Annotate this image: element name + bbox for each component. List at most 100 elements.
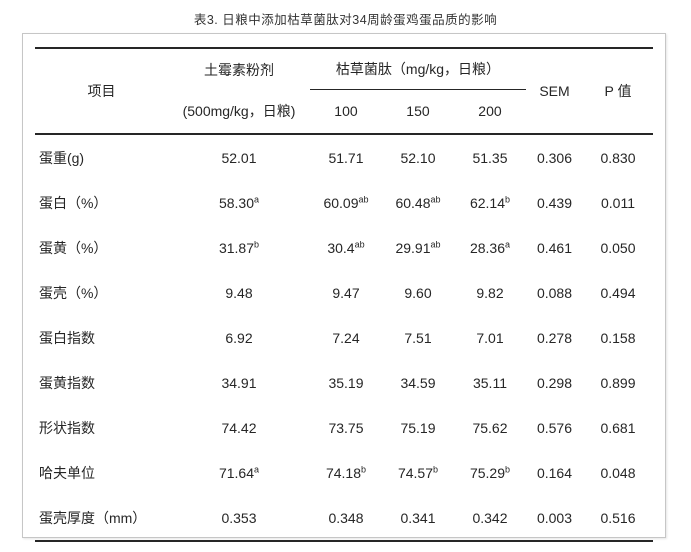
row-label: 蛋黄（%） [38,239,108,256]
cell-value: 75.62 [472,419,508,436]
significance-superscript: b [254,238,260,249]
table-cell: 0.353 [168,495,310,541]
cell-value: 0.576 [536,419,573,436]
significance-superscript: b [505,193,511,204]
col-header-sem: SEM [539,83,570,99]
table-row: 蛋白（%） 58.30a 60.09ab 60.48ab 62.14b 0.439 0.01… [35,180,653,225]
cell-value: 0.088 [536,284,573,301]
table-row: 哈夫单位 71.64a 74.18b 74.57b 75.29b 0.164 0.048 [35,450,653,495]
table-cell: 30.4ab [310,225,382,270]
cell-value: 51.35 [472,149,508,166]
table-cell: 0.306 [526,134,583,180]
table-row: 蛋黄（%） 31.87b 30.4ab 29.91ab 28.36a 0.461 0.050 [35,225,653,270]
col-header-item: 项目 [87,83,116,99]
cell-value: 35.11 [472,374,507,391]
cell-value: 73.75 [328,419,364,436]
cell-value: 0.516 [600,509,636,526]
table-cell: 34.59 [382,360,454,405]
cell-value: 0.003 [536,509,573,526]
table-cell: 75.29b [454,450,526,495]
cell-value: 0.298 [536,374,573,391]
cell-value: 58.30 [218,194,254,211]
significance-superscript: ab [430,238,441,249]
significance-superscript: ab [354,238,365,249]
cell-value: 7.51 [404,329,432,346]
col-header-dose-200: 200 [478,103,502,119]
table-cell: 0.158 [583,315,653,360]
table-cell: 0.164 [526,450,583,495]
table-cell: 0.439 [526,180,583,225]
table-row: 形状指数 74.42 73.75 75.19 75.62 0.576 0.681 [35,405,653,450]
table-cell: 7.51 [382,315,454,360]
cell-value: 0.439 [536,194,573,211]
cell-value: 71.64 [218,464,254,481]
oxytetracycline-name: 土霉素粉剂 [203,62,274,78]
row-label: 蛋白指数 [38,329,95,346]
table-cell: 29.91ab [382,225,454,270]
cell-value: 0.011 [601,194,635,211]
table-cell: 7.01 [454,315,526,360]
cell-value: 0.342 [472,509,508,526]
table-cell: 0.048 [583,450,653,495]
cell-value: 7.01 [476,329,504,346]
table-cell: 0.342 [454,495,526,541]
cell-value: 0.341 [400,509,436,526]
table-cell: 35.19 [310,360,382,405]
cell-value: 0.899 [600,374,636,391]
table-cell: 9.60 [382,270,454,315]
table-cell: 75.19 [382,405,454,450]
col-header-dose-150: 150 [406,103,430,119]
significance-superscript: b [433,463,439,474]
cell-value: 35.19 [328,374,364,391]
table-cell: 74.42 [168,405,310,450]
cell-value: 0.353 [221,509,257,526]
col-header-bacitracin-group: 枯草菌肽（mg/kg，日粮） 100 150 200 [309,48,526,134]
cell-value: 0.348 [328,509,364,526]
row-label: 形状指数 [38,419,95,436]
bacitracin-dose-headers: 100 150 200 [310,90,526,133]
row-label: 蛋壳厚度（mm） [38,509,147,526]
row-label: 哈夫单位 [38,464,95,481]
cell-value: 6.92 [225,329,253,346]
table-cell: 52.01 [168,134,310,180]
table-header: 项目 土霉素粉剂 (500mg/kg，日粮) 枯草菌肽（mg/kg，日粮） 10… [34,48,653,134]
cell-value: 34.59 [400,374,436,391]
row-label: 蛋白（%） [38,194,108,211]
cell-value: 62.14 [469,194,505,211]
table-body: 蛋重(g) 52.01 51.71 52.10 51.35 0.306 0.830 蛋白（%）… [35,134,653,541]
significance-superscript: a [254,463,260,474]
table-cell: 74.18b [310,450,382,495]
table-cell: 35.11 [454,360,526,405]
table-cell: 9.47 [310,270,382,315]
table-cell: 60.48ab [382,180,454,225]
page-title: 表3. 日粮中添加枯草菌肽对34周龄蛋鸡蛋品质的影响 [193,13,498,27]
table-cell: 52.10 [382,134,454,180]
cell-value: 51.71 [328,149,364,166]
cell-value: 0.050 [600,239,636,256]
oxytetracycline-dose: (500mg/kg，日粮) [182,103,296,119]
table-cell: 62.14b [454,180,526,225]
col-header-dose-100: 100 [334,103,358,119]
cell-value: 30.4 [327,239,355,256]
header-row: 项目 土霉素粉剂 (500mg/kg，日粮) 枯草菌肽（mg/kg，日粮） 10… [34,48,653,134]
cell-value: 60.48 [395,194,431,211]
cell-value: 28.36 [469,239,505,256]
cell-value: 0.164 [536,464,573,481]
table-cell: 75.62 [454,405,526,450]
table-cell: 34.91 [168,360,310,405]
table-row: 蛋重(g) 52.01 51.71 52.10 51.35 0.306 0.830 [35,134,653,180]
bacitracin-group-label: 枯草菌肽（mg/kg，日粮） [309,49,526,90]
table-cell: 0.348 [310,495,382,541]
table-cell: 0.461 [526,225,583,270]
table-cell: 0.576 [526,405,583,450]
cell-value: 74.57 [397,464,433,481]
table-cell: 0.494 [583,270,653,315]
cell-value: 0.830 [600,149,636,166]
cell-value: 0.306 [536,149,573,166]
table-cell: 0.050 [583,225,653,270]
table-cell: 28.36a [454,225,526,270]
table-cell: 0.003 [526,495,583,541]
table-cell: 71.64a [168,450,310,495]
cell-value: 31.87 [218,239,254,256]
table-cell: 7.24 [310,315,382,360]
